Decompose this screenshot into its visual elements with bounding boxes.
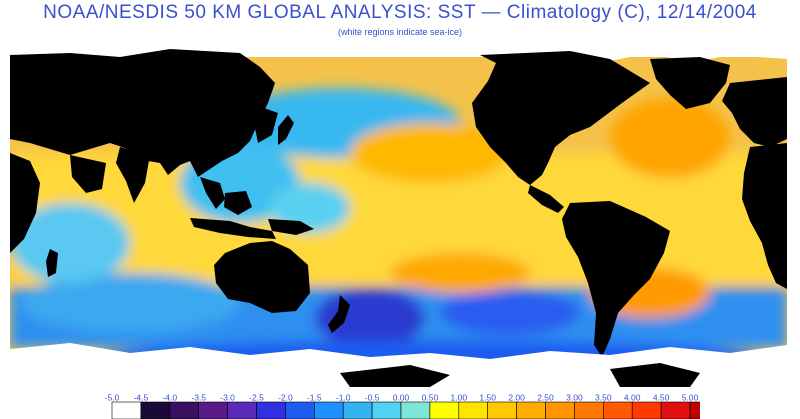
color-scale-cell [487,401,517,419]
land-borneo [224,191,252,215]
color-scale-cell [400,401,431,419]
color-scale-cell [602,401,633,419]
color-scale-cell [314,401,344,419]
land-asia [10,49,275,177]
land-antarctica [340,365,450,387]
color-scale-tick-label: 4.00 [624,393,641,403]
land-central-america [528,185,564,213]
color-scale-cell [198,401,228,419]
color-scale-tick-label: -5.0 [105,393,120,403]
color-scale-cell [371,401,402,419]
land-masses [10,49,787,357]
color-scale-tick-label: -2.5 [249,393,264,403]
land-india [116,147,150,203]
color-scale-labels: -5.0 -4.5 -4.0 -3.5 -3.0 -2.5 -2.0 -1.5 -1.0 -0.5… [105,393,699,403]
color-scale-tick-label: -2.0 [278,393,293,403]
land-greenland [650,57,730,109]
color-scale-tick-label: 1.50 [479,393,496,403]
color-scale-cell [574,401,604,419]
color-scale-cell [256,401,286,419]
color-scale-cell [285,401,315,419]
color-scale-tick-label: 3.50 [595,393,612,403]
color-scale-cell [342,401,373,419]
land-australia [214,241,310,313]
color-scale-cell [429,401,460,419]
land-arabia [70,155,106,193]
map-subtitle: (white regions indicate sea-ice) [337,27,463,37]
color-scale-tick-label: -0.5 [365,393,380,403]
color-scale-tick-label: 5.00 [682,393,699,403]
color-scale-tick-label: 0.50 [422,393,439,403]
color-scale-bar: -5.0 -4.5 -4.0 -3.5 -3.0 -2.5 -2.0 -1.5 -1.0 -0.5… [105,393,700,419]
land-new-guinea [268,219,314,235]
color-scale-tick-label: -1.0 [336,393,351,403]
color-scale-cell [227,401,257,419]
color-scale-tick-label: 2.50 [537,393,554,403]
land-africa-west-wrap [10,153,40,253]
color-scale-cell [545,401,575,419]
land-north-america [472,51,650,185]
land-south-america [562,201,670,357]
color-scale-cell [140,401,171,419]
land-africa [742,143,787,289]
color-scale-cell [169,401,200,419]
color-scale-tick-label: 4.50 [653,393,670,403]
land-new-zealand [328,295,350,333]
color-scale-cell [660,401,691,419]
color-scale-tick-label: -3.0 [220,393,235,403]
land-southeast-asia [200,177,225,209]
color-scale-tick-label: -3.5 [191,393,206,403]
color-scale-cell [111,401,142,419]
land-east-asia-coast [250,103,278,143]
color-scale-tick-label: -4.0 [162,393,177,403]
sea-ice-south [10,343,787,387]
color-scale-tick-label: -1.5 [307,393,322,403]
map-title: NOAA/NESDIS 50 KM GLOBAL ANALYSIS: SST —… [43,2,757,23]
land-japan [278,115,294,145]
land-europe [722,77,787,147]
color-scale-cell [689,401,700,419]
color-scale-tick-label: 3.00 [566,393,583,403]
color-scale-cell [516,401,546,419]
color-scale-cells [111,401,700,419]
land-indonesia [190,218,276,239]
color-scale-tick-label: -4.5 [134,393,149,403]
land-madagascar [46,249,58,277]
color-scale-tick-label: 2.00 [508,393,525,403]
sst-anomaly-map [10,43,787,387]
color-scale-cell [458,401,488,419]
color-scale-cell [631,401,662,419]
color-scale-tick-label: 1.00 [451,393,468,403]
color-scale-tick-label: 0.00 [393,393,410,403]
